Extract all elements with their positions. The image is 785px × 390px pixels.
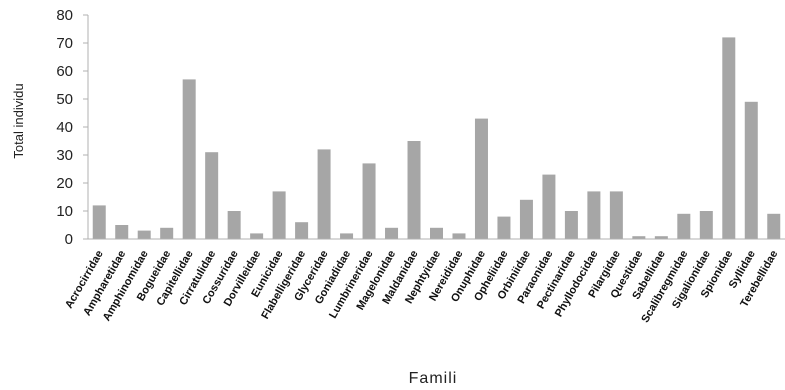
bar-nereididae: [452, 233, 466, 239]
x-axis-title: Famili: [409, 370, 458, 387]
y-tick-label: 70: [56, 35, 73, 52]
bar-eunicidae: [272, 191, 286, 239]
bar-spionidae: [722, 37, 736, 240]
bar-dorvilleidae: [250, 233, 264, 239]
bar-syllidae: [744, 101, 758, 239]
y-tick-label: 0: [65, 231, 73, 248]
bars: [92, 37, 781, 240]
axes: [87, 15, 785, 240]
bar-cirratulidae: [205, 152, 219, 239]
bar-acrocirridae: [92, 205, 106, 239]
x-axis-ticks: AcrocirridaeAmpharetidaeAmphinomidaeBogu…: [63, 249, 780, 325]
y-axis-title: Total individu: [11, 83, 26, 158]
y-tick-label: 20: [56, 175, 73, 192]
bar-onuphidae: [474, 118, 488, 239]
bar-goniadidae: [340, 233, 354, 239]
y-axis-ticks: 0 10 20 30 40 50 60 70 80: [56, 7, 88, 248]
bar-bogueidae: [160, 227, 174, 239]
bar-nephtyidae: [430, 227, 443, 239]
bar-maldanidae: [407, 141, 421, 239]
bar-lumbrineridae: [362, 163, 376, 239]
bar-magelonidae: [385, 227, 399, 239]
y-tick-label: 50: [56, 91, 73, 108]
y-tick-label: 30: [56, 147, 73, 164]
bar-phyllodocidae: [587, 191, 601, 239]
bar-flabelligeridae: [295, 222, 309, 239]
bar-sigalionidae: [699, 211, 713, 239]
bar-sabellidae: [654, 236, 668, 239]
bar-scalibregmidae: [677, 213, 691, 239]
y-tick-label: 80: [56, 7, 73, 24]
y-tick-label: 60: [56, 63, 73, 80]
bar-cossuridae: [227, 211, 241, 239]
bar-amphinomidae: [137, 230, 151, 239]
y-tick-label: 40: [56, 119, 73, 136]
bar-glyceridae: [317, 149, 331, 239]
y-tick-label: 10: [56, 203, 73, 220]
bar-orbiniidae: [519, 199, 533, 239]
bar-paraonidae: [542, 174, 556, 239]
bar-ampharetidae: [115, 225, 129, 239]
bar-opheliidae: [497, 216, 511, 239]
bar-terebellidae: [767, 213, 781, 239]
bar-pectinaridae: [564, 211, 578, 239]
bar-questidae: [632, 236, 646, 239]
bar-pilargidae: [609, 191, 623, 239]
bar-capitellidae: [182, 79, 196, 240]
